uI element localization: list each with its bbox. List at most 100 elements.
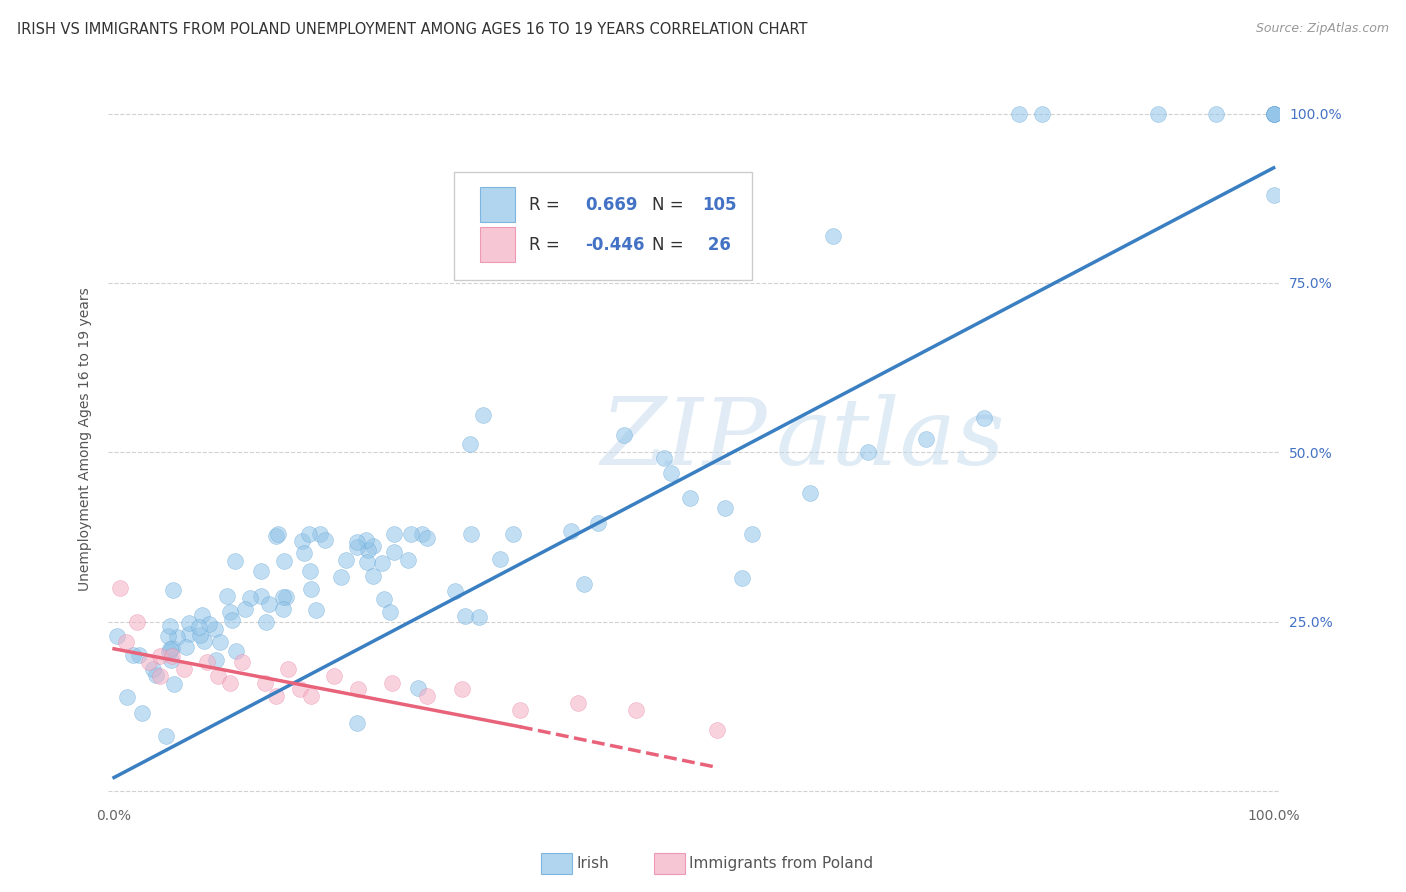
- Point: [1263, 106, 1285, 120]
- Point: [416, 690, 439, 704]
- Point: [162, 583, 184, 598]
- Point: [1031, 106, 1053, 120]
- Point: [382, 526, 405, 541]
- Point: [567, 696, 589, 710]
- Point: [253, 675, 276, 690]
- Point: [159, 641, 181, 656]
- Point: [233, 602, 256, 616]
- Text: Irish: Irish: [576, 856, 609, 871]
- Point: [416, 531, 439, 545]
- Point: [250, 589, 273, 603]
- Point: [1007, 106, 1029, 120]
- Point: [254, 615, 277, 630]
- Point: [149, 648, 172, 663]
- Point: [156, 628, 179, 642]
- Text: IRISH VS IMMIGRANTS FROM POLAND UNEMPLOYMENT AMONG AGES 16 TO 19 YEARS CORRELATI: IRISH VS IMMIGRANTS FROM POLAND UNEMPLOY…: [17, 22, 807, 37]
- Point: [160, 653, 183, 667]
- Text: atlas: atlas: [776, 393, 1005, 483]
- Point: [451, 682, 474, 697]
- Point: [209, 635, 232, 649]
- Point: [218, 605, 240, 619]
- Text: Immigrants from Poland: Immigrants from Poland: [689, 856, 873, 871]
- Point: [406, 681, 429, 695]
- Point: [346, 535, 368, 549]
- Point: [267, 526, 290, 541]
- Point: [159, 619, 181, 633]
- Point: [122, 648, 145, 662]
- Point: [271, 601, 294, 615]
- Point: [714, 501, 737, 516]
- Point: [330, 570, 353, 584]
- Text: -0.446: -0.446: [585, 235, 644, 254]
- Point: [155, 729, 177, 743]
- Point: [314, 533, 336, 548]
- Point: [239, 591, 262, 605]
- Point: [821, 228, 844, 243]
- Point: [458, 436, 481, 450]
- Point: [160, 648, 183, 663]
- Point: [197, 616, 219, 631]
- Point: [166, 630, 188, 644]
- Point: [128, 648, 150, 662]
- Point: [373, 592, 395, 607]
- Point: [1146, 106, 1168, 120]
- Point: [654, 450, 676, 465]
- Point: [188, 628, 211, 642]
- Bar: [479, 187, 515, 222]
- Point: [273, 554, 295, 568]
- Point: [346, 540, 368, 554]
- Point: [163, 677, 186, 691]
- Point: [142, 662, 165, 676]
- Point: [378, 605, 401, 619]
- Text: Source: ZipAtlas.com: Source: ZipAtlas.com: [1256, 22, 1389, 36]
- Point: [288, 682, 311, 697]
- Text: R =: R =: [529, 195, 565, 214]
- Point: [108, 581, 131, 595]
- Point: [259, 597, 281, 611]
- Point: [177, 627, 200, 641]
- Text: N =: N =: [651, 195, 689, 214]
- Point: [114, 635, 136, 649]
- Point: [624, 703, 647, 717]
- Point: [115, 690, 138, 705]
- Text: N =: N =: [651, 235, 689, 254]
- Point: [1263, 106, 1285, 120]
- Point: [472, 408, 495, 422]
- Point: [204, 653, 226, 667]
- Point: [191, 607, 214, 622]
- Text: ZIP: ZIP: [600, 393, 766, 483]
- Point: [659, 466, 682, 480]
- Point: [488, 552, 510, 566]
- Bar: [479, 227, 515, 262]
- Text: 0.669: 0.669: [585, 195, 637, 214]
- Point: [356, 533, 378, 547]
- Point: [173, 662, 195, 676]
- Point: [160, 640, 183, 655]
- Point: [193, 633, 215, 648]
- Point: [174, 640, 197, 654]
- Point: [560, 524, 582, 538]
- Point: [444, 584, 467, 599]
- Point: [195, 656, 218, 670]
- Point: [370, 556, 392, 570]
- Point: [299, 690, 322, 704]
- Point: [741, 526, 763, 541]
- Point: [157, 645, 180, 659]
- Point: [323, 669, 346, 683]
- Point: [266, 690, 288, 704]
- Point: [382, 545, 405, 559]
- Text: R =: R =: [529, 235, 565, 254]
- Point: [730, 571, 752, 585]
- Point: [396, 552, 419, 566]
- Point: [207, 669, 229, 683]
- Point: [1263, 106, 1285, 120]
- Point: [572, 577, 595, 591]
- Point: [221, 613, 243, 627]
- Point: [264, 529, 287, 543]
- Point: [346, 682, 368, 697]
- Point: [346, 715, 368, 730]
- Point: [586, 516, 609, 531]
- Point: [145, 668, 167, 682]
- Point: [1263, 188, 1285, 202]
- Point: [271, 590, 294, 604]
